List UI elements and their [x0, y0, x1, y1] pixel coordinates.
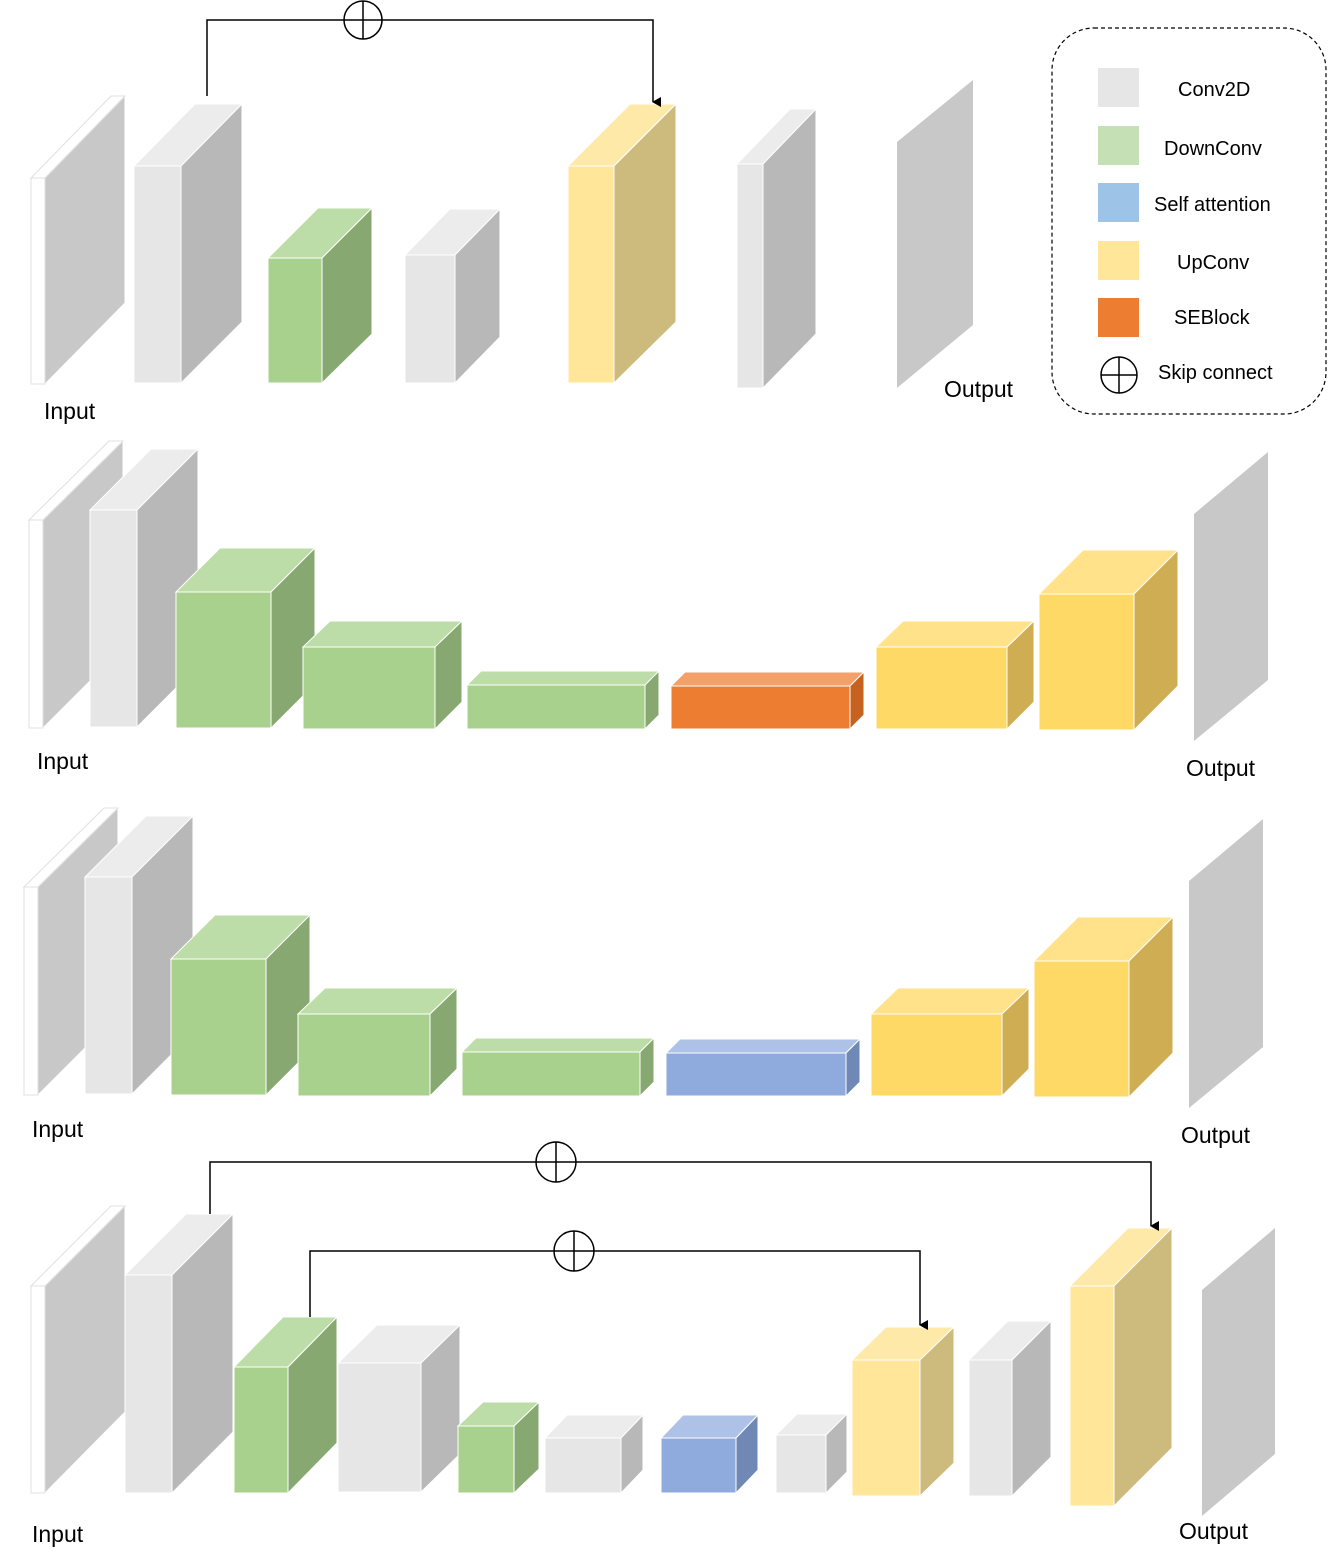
legend-item-skip-connect: Skip connect	[1100, 356, 1273, 394]
input-plane	[29, 1204, 127, 1495]
self-attention-block	[664, 1037, 862, 1098]
skip-connection	[309, 1230, 928, 1330]
output-label: Output	[1179, 1518, 1249, 1544]
input-label: Input	[32, 1521, 84, 1547]
output-label: Output	[1186, 755, 1256, 781]
downconv-block	[456, 1400, 541, 1495]
output-plane	[1189, 819, 1263, 1108]
upconv-block	[1037, 548, 1180, 732]
conv2d-block	[967, 1319, 1053, 1498]
downconv-block	[296, 986, 459, 1098]
downconv-block	[266, 206, 374, 385]
conv2d-block	[735, 107, 818, 390]
upconv-block	[874, 619, 1036, 731]
panel-4: Input Output	[29, 1141, 1275, 1547]
input-plane	[29, 94, 127, 386]
downconv-block	[460, 1036, 656, 1098]
output-plane	[1202, 1228, 1275, 1516]
circle-plus-icon	[553, 1230, 595, 1272]
output-label: Output	[1181, 1122, 1251, 1148]
skip-connection	[206, 0, 661, 107]
upconv-block	[869, 986, 1031, 1098]
downconv-swatch	[1098, 126, 1139, 165]
conv2d-block	[774, 1412, 849, 1495]
legend-label: DownConv	[1164, 138, 1262, 160]
upconv-block	[1032, 915, 1175, 1099]
legend-label: Conv2D	[1178, 79, 1250, 101]
conv2d-block	[88, 447, 200, 729]
conv2d-block	[123, 1212, 235, 1495]
downconv-block	[301, 619, 464, 731]
legend-label: UpConv	[1177, 252, 1249, 274]
legend-label: SEBlock	[1174, 307, 1251, 329]
legend-item-conv2d: Conv2D	[1098, 68, 1250, 107]
panel-1: Input Output	[29, 0, 1014, 424]
circle-plus-icon	[343, 0, 383, 40]
legend-item-seblock: SEBlock	[1098, 298, 1251, 337]
conv2d-block	[336, 1323, 462, 1494]
panel-2: Input Output	[27, 439, 1268, 781]
skip-connection	[209, 1141, 1159, 1231]
input-label: Input	[37, 748, 89, 774]
seblock-swatch	[1098, 298, 1139, 337]
legend: Conv2D DownConv Self attention UpConv SE…	[1051, 27, 1327, 415]
legend-item-self-attention: Self attention	[1098, 183, 1271, 222]
conv2d-block	[403, 207, 502, 385]
legend-item-upconv: UpConv	[1098, 241, 1249, 280]
input-label: Input	[32, 1116, 84, 1142]
output-label: Output	[944, 376, 1014, 402]
legend-label: Self attention	[1154, 194, 1271, 216]
upconv-block	[850, 1325, 956, 1498]
downconv-block	[174, 546, 317, 730]
downconv-block	[465, 669, 661, 731]
legend-item-downconv: DownConv	[1098, 126, 1262, 165]
upconv-swatch	[1098, 241, 1139, 280]
conv2d-block	[132, 102, 244, 385]
self-attention-swatch	[1098, 183, 1139, 222]
seblock-block	[669, 670, 866, 731]
output-plane	[897, 80, 973, 388]
downconv-block	[232, 1315, 339, 1495]
input-label: Input	[44, 398, 96, 424]
output-plane	[1194, 452, 1268, 741]
conv2d-swatch	[1098, 68, 1139, 107]
legend-label: Skip connect	[1158, 362, 1273, 384]
self-attention-block	[659, 1413, 760, 1495]
upconv-block	[566, 102, 678, 385]
circle-plus-icon	[1100, 356, 1138, 394]
downconv-block	[169, 913, 312, 1097]
conv2d-block	[543, 1413, 645, 1495]
panel-3: Input Output	[22, 806, 1263, 1148]
circle-plus-icon	[535, 1141, 577, 1183]
upconv-block	[1068, 1226, 1174, 1508]
